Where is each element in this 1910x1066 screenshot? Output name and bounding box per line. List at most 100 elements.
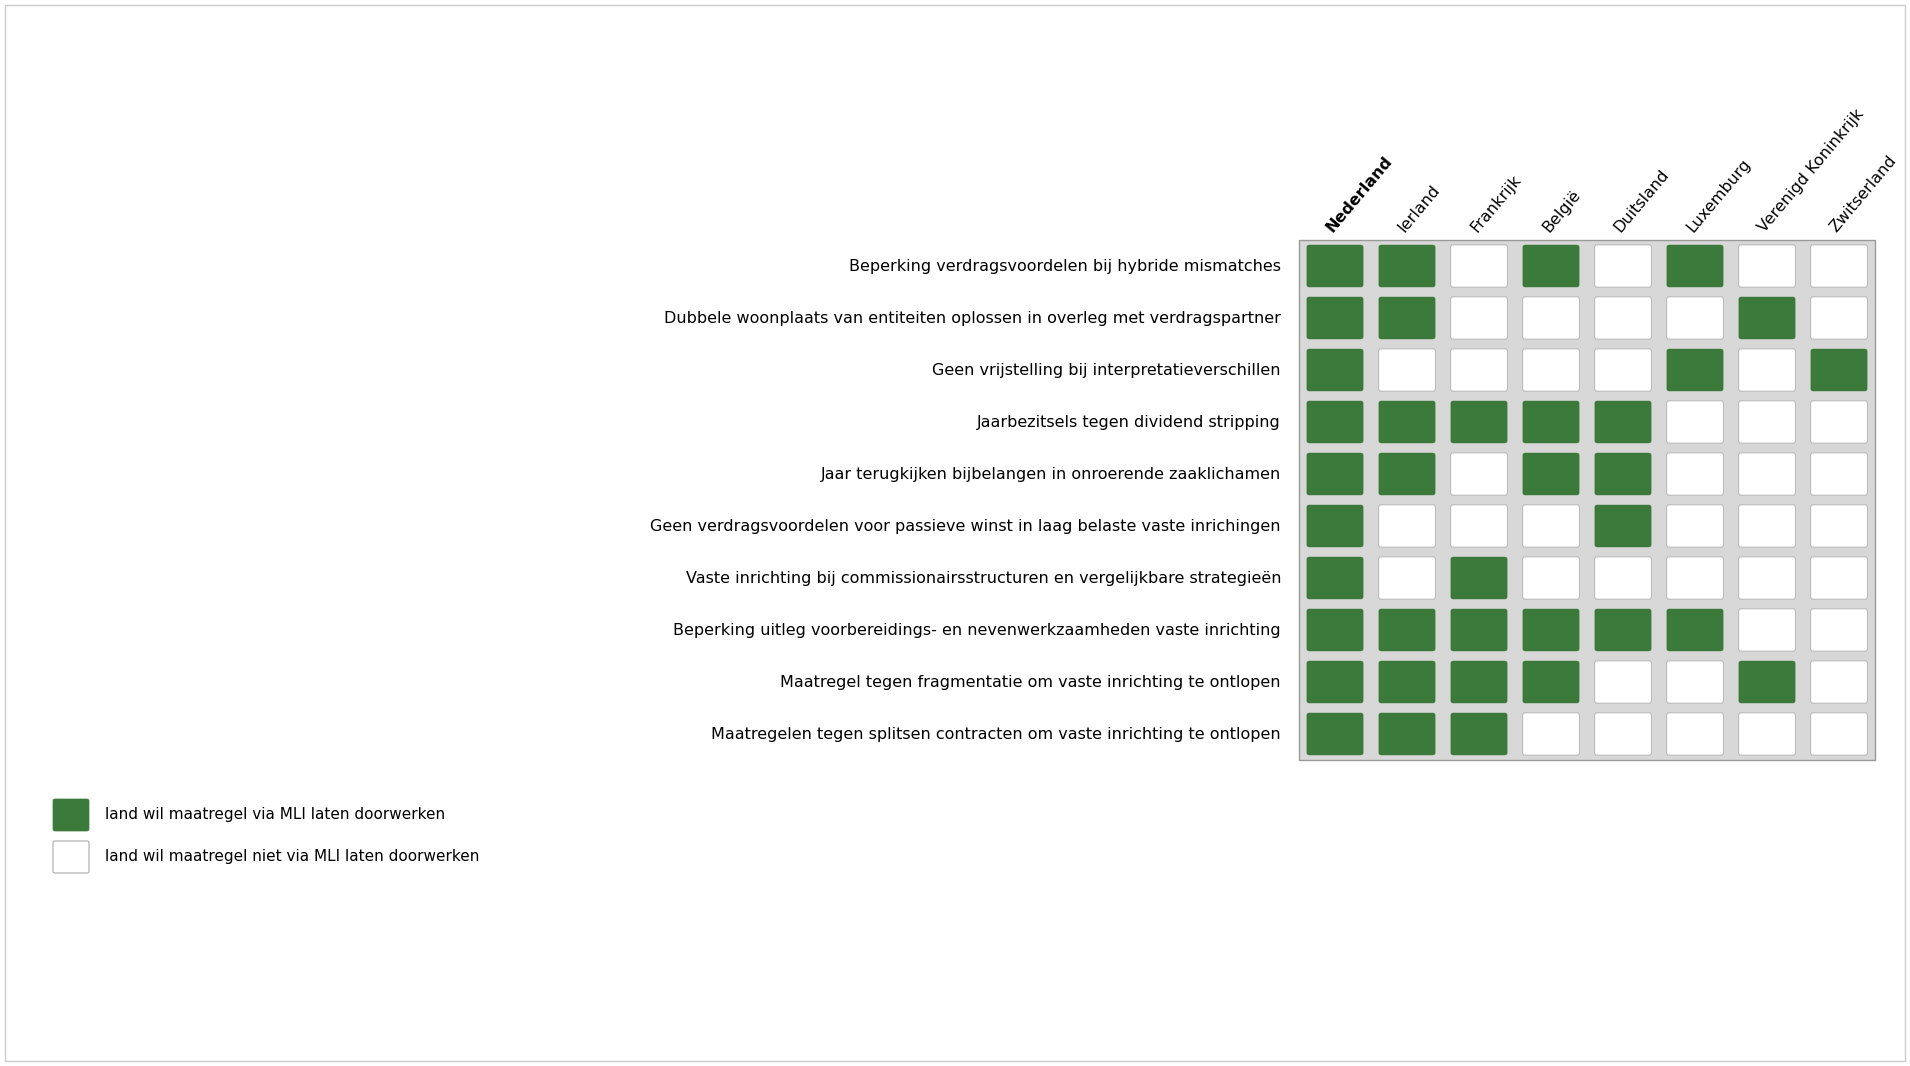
FancyBboxPatch shape: [1306, 556, 1364, 599]
Text: Zwitserland: Zwitserland: [1828, 152, 1900, 235]
FancyBboxPatch shape: [1450, 401, 1507, 443]
FancyBboxPatch shape: [1738, 296, 1795, 339]
FancyBboxPatch shape: [1522, 661, 1580, 704]
FancyBboxPatch shape: [1306, 453, 1364, 496]
FancyBboxPatch shape: [1667, 349, 1723, 391]
FancyBboxPatch shape: [1811, 401, 1868, 443]
FancyBboxPatch shape: [1522, 453, 1580, 496]
Text: Frankrijk: Frankrijk: [1467, 172, 1524, 235]
Bar: [1299, 240, 1876, 760]
Bar: [1587, 240, 1660, 760]
FancyBboxPatch shape: [1306, 713, 1364, 755]
FancyBboxPatch shape: [1811, 609, 1868, 651]
Text: Jaar terugkijken bijbelangen in onroerende zaaklichamen: Jaar terugkijken bijbelangen in onroeren…: [821, 467, 1282, 482]
Bar: [1442, 240, 1515, 760]
FancyBboxPatch shape: [1379, 505, 1436, 547]
FancyBboxPatch shape: [53, 841, 90, 873]
FancyBboxPatch shape: [1306, 401, 1364, 443]
FancyBboxPatch shape: [1450, 245, 1507, 287]
FancyBboxPatch shape: [1379, 609, 1436, 651]
FancyBboxPatch shape: [1522, 713, 1580, 755]
Bar: [1299, 240, 1371, 760]
FancyBboxPatch shape: [1738, 453, 1795, 496]
FancyBboxPatch shape: [1738, 609, 1795, 651]
FancyBboxPatch shape: [1450, 609, 1507, 651]
FancyBboxPatch shape: [1667, 245, 1723, 287]
FancyBboxPatch shape: [1595, 453, 1652, 496]
Text: Beperking uitleg voorbereidings- en nevenwerkzaamheden vaste inrichting: Beperking uitleg voorbereidings- en neve…: [674, 623, 1282, 637]
Bar: [1371, 240, 1442, 760]
FancyBboxPatch shape: [1811, 349, 1868, 391]
Text: Maatregelen tegen splitsen contracten om vaste inrichting te ontlopen: Maatregelen tegen splitsen contracten om…: [711, 727, 1282, 742]
Bar: [1515, 240, 1587, 760]
FancyBboxPatch shape: [1450, 505, 1507, 547]
FancyBboxPatch shape: [1595, 349, 1652, 391]
FancyBboxPatch shape: [1667, 505, 1723, 547]
FancyBboxPatch shape: [1667, 713, 1723, 755]
FancyBboxPatch shape: [1450, 296, 1507, 339]
FancyBboxPatch shape: [1595, 713, 1652, 755]
FancyBboxPatch shape: [1379, 556, 1436, 599]
FancyBboxPatch shape: [1306, 296, 1364, 339]
Bar: [1660, 240, 1730, 760]
FancyBboxPatch shape: [53, 800, 90, 831]
FancyBboxPatch shape: [1379, 401, 1436, 443]
Text: Maatregel tegen fragmentatie om vaste inrichting te ontlopen: Maatregel tegen fragmentatie om vaste in…: [781, 675, 1282, 690]
FancyBboxPatch shape: [1595, 609, 1652, 651]
Text: Geen vrijstelling bij interpretatieverschillen: Geen vrijstelling bij interpretatieversc…: [932, 362, 1282, 377]
Bar: [1730, 240, 1803, 760]
FancyBboxPatch shape: [1595, 505, 1652, 547]
Text: Vaste inrichting bij commissionairsstructuren en vergelijkbare strategieën: Vaste inrichting bij commissionairsstruc…: [686, 570, 1282, 585]
FancyBboxPatch shape: [1379, 713, 1436, 755]
FancyBboxPatch shape: [1450, 349, 1507, 391]
FancyBboxPatch shape: [1306, 349, 1364, 391]
FancyBboxPatch shape: [1667, 609, 1723, 651]
FancyBboxPatch shape: [1306, 661, 1364, 704]
Text: Jaarbezitsels tegen dividend stripping: Jaarbezitsels tegen dividend stripping: [978, 415, 1282, 430]
Text: Nederland: Nederland: [1324, 154, 1396, 235]
Text: Dubbele woonplaats van entiteiten oplossen in overleg met verdragspartner: Dubbele woonplaats van entiteiten oploss…: [665, 310, 1282, 325]
FancyBboxPatch shape: [1667, 661, 1723, 704]
FancyBboxPatch shape: [1522, 349, 1580, 391]
FancyBboxPatch shape: [1738, 245, 1795, 287]
FancyBboxPatch shape: [1738, 556, 1795, 599]
FancyBboxPatch shape: [1595, 245, 1652, 287]
FancyBboxPatch shape: [1379, 453, 1436, 496]
FancyBboxPatch shape: [1667, 556, 1723, 599]
FancyBboxPatch shape: [1522, 401, 1580, 443]
Bar: [1803, 240, 1876, 760]
FancyBboxPatch shape: [1522, 245, 1580, 287]
Text: België: België: [1539, 187, 1583, 235]
FancyBboxPatch shape: [1522, 296, 1580, 339]
FancyBboxPatch shape: [1667, 453, 1723, 496]
FancyBboxPatch shape: [1738, 505, 1795, 547]
Text: Verenigd Koninkrijk: Verenigd Koninkrijk: [1755, 107, 1866, 235]
FancyBboxPatch shape: [1811, 296, 1868, 339]
Text: Duitsland: Duitsland: [1612, 166, 1671, 235]
FancyBboxPatch shape: [1379, 661, 1436, 704]
FancyBboxPatch shape: [1379, 349, 1436, 391]
FancyBboxPatch shape: [1667, 401, 1723, 443]
FancyBboxPatch shape: [1595, 296, 1652, 339]
FancyBboxPatch shape: [1595, 556, 1652, 599]
FancyBboxPatch shape: [1450, 556, 1507, 599]
Text: land wil maatregel niet via MLI laten doorwerken: land wil maatregel niet via MLI laten do…: [105, 850, 479, 865]
Text: Beperking verdragsvoordelen bij hybride mismatches: Beperking verdragsvoordelen bij hybride …: [850, 258, 1282, 274]
FancyBboxPatch shape: [1811, 556, 1868, 599]
FancyBboxPatch shape: [1738, 349, 1795, 391]
FancyBboxPatch shape: [1522, 556, 1580, 599]
FancyBboxPatch shape: [1450, 661, 1507, 704]
FancyBboxPatch shape: [1738, 661, 1795, 704]
FancyBboxPatch shape: [1738, 401, 1795, 443]
Text: Luxemburg: Luxemburg: [1683, 156, 1753, 235]
FancyBboxPatch shape: [1738, 713, 1795, 755]
Text: Ierland: Ierland: [1396, 182, 1444, 235]
FancyBboxPatch shape: [1306, 609, 1364, 651]
FancyBboxPatch shape: [1811, 453, 1868, 496]
FancyBboxPatch shape: [1811, 245, 1868, 287]
Text: Geen verdragsvoordelen voor passieve winst in laag belaste vaste inrichingen: Geen verdragsvoordelen voor passieve win…: [651, 518, 1282, 533]
FancyBboxPatch shape: [1306, 505, 1364, 547]
FancyBboxPatch shape: [1811, 713, 1868, 755]
FancyBboxPatch shape: [1522, 609, 1580, 651]
FancyBboxPatch shape: [1306, 245, 1364, 287]
